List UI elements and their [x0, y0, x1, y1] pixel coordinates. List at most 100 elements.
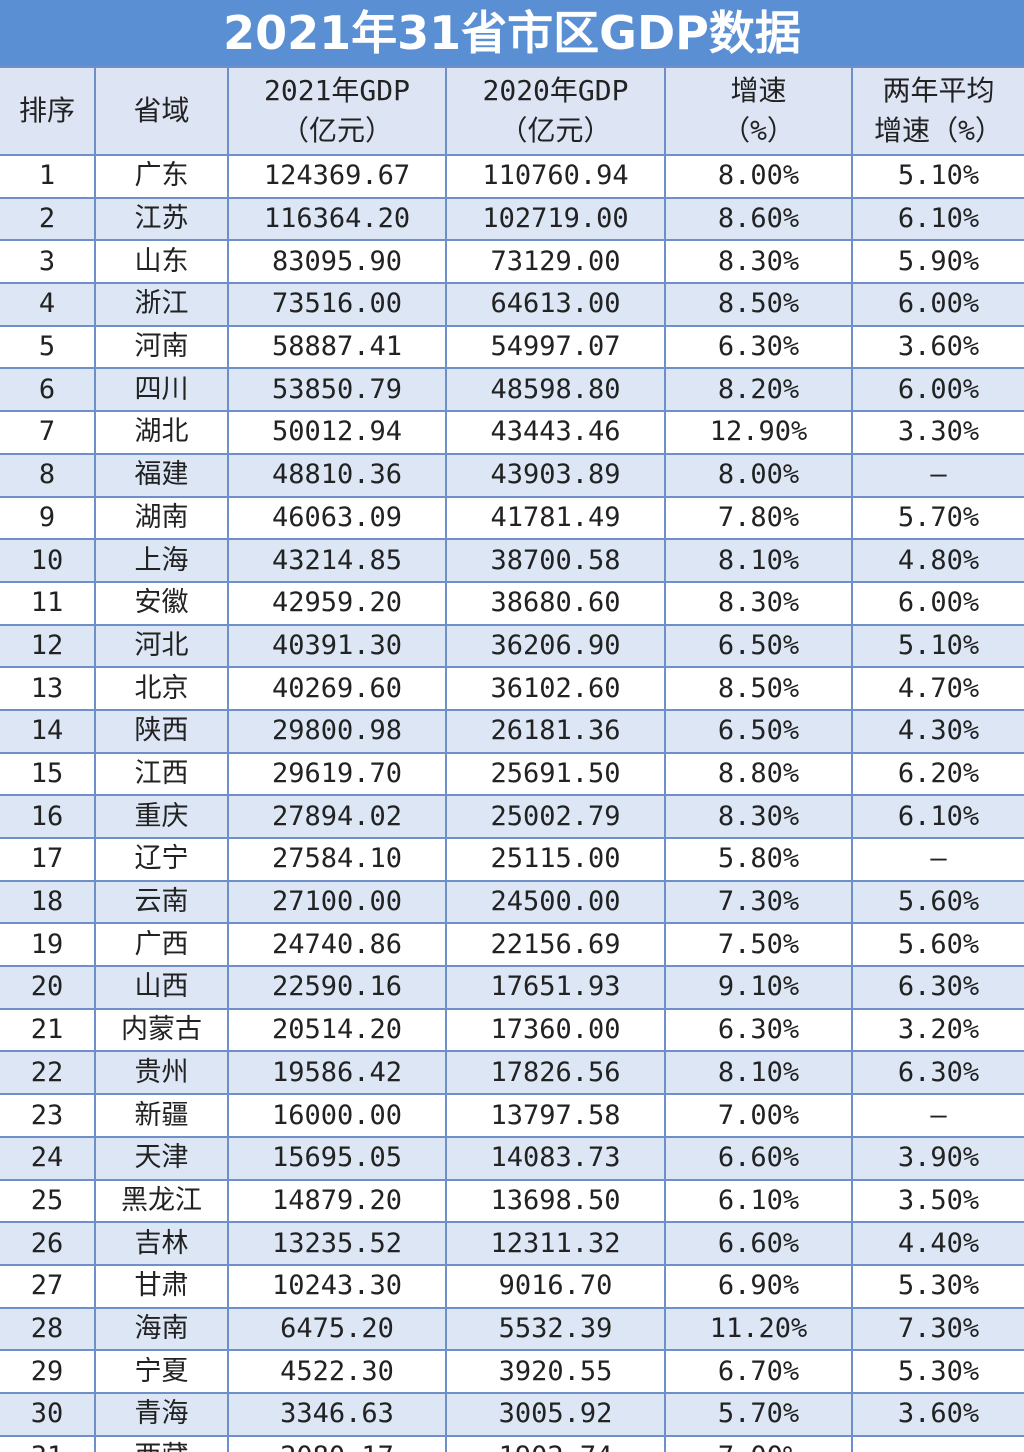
table-cell: 12.90% — [666, 412, 853, 455]
table-cell: 22 — [0, 1052, 96, 1096]
table-cell: 5.80% — [666, 839, 853, 882]
table-cell: 7.30% — [853, 1308, 1024, 1352]
table-cell: 18 — [0, 881, 96, 925]
table-cell: 8.80% — [666, 753, 853, 797]
table-cell: 8.30% — [666, 241, 853, 285]
table-cell: 宁夏 — [96, 1351, 229, 1394]
table-cell: 5.10% — [853, 156, 1024, 199]
table-cell: 四川 — [96, 369, 229, 413]
table-cell: 6.10% — [666, 1180, 853, 1224]
table-cell: 6.60% — [666, 1137, 853, 1181]
table-cell: 11 — [0, 582, 96, 626]
table-cell: 38680.60 — [447, 582, 666, 626]
table-cell: 83095.90 — [229, 241, 447, 285]
table-cell: 9016.70 — [447, 1265, 666, 1309]
table-cell: 50012.94 — [229, 412, 447, 455]
table-cell: 17 — [0, 839, 96, 882]
table-cell: 6.50% — [666, 710, 853, 754]
table-cell: 6.30% — [853, 967, 1024, 1010]
header-cell: 2021年GDP （亿元） — [229, 68, 447, 156]
table-cell: 27584.10 — [229, 839, 447, 882]
table-cell: 广西 — [96, 924, 229, 968]
table-cell: 5532.39 — [447, 1308, 666, 1352]
header-text: 增速 — [730, 74, 787, 107]
table-cell: 8.00% — [666, 156, 853, 199]
table-cell: 2 — [0, 198, 96, 242]
table-cell: 64613.00 — [447, 284, 666, 327]
table-cell: 31 — [0, 1436, 96, 1452]
header-text: （%） — [722, 114, 795, 147]
table-cell: 17651.93 — [447, 967, 666, 1010]
table-cell: 6.30% — [666, 326, 853, 370]
table-cell: 15695.05 — [229, 1137, 447, 1181]
table-cell: 7.80% — [666, 497, 853, 541]
table-cell: 27100.00 — [229, 881, 447, 925]
table-cell: 5.90% — [853, 241, 1024, 285]
table-cell: 6.20% — [853, 754, 1024, 797]
table-cell: 25115.00 — [447, 839, 666, 882]
table-cell: 110760.94 — [447, 156, 666, 199]
table-cell: 3.60% — [853, 327, 1024, 370]
table-cell: 6.30% — [666, 1009, 853, 1053]
table-cell: 8.30% — [666, 582, 853, 626]
table-cell: 46063.09 — [229, 497, 447, 541]
table-cell: 5.70% — [666, 1394, 853, 1437]
table-cell: 北京 — [96, 668, 229, 711]
table-cell: 陕西 — [96, 710, 229, 754]
table-cell: 江苏 — [96, 198, 229, 242]
table-cell: 9.10% — [666, 967, 853, 1010]
header-text: 排序 — [18, 94, 75, 127]
table-cell: 3.20% — [853, 1010, 1024, 1053]
table-cell: 8.10% — [666, 1052, 853, 1096]
table-cell: 山西 — [96, 967, 229, 1010]
table-cell: 7.30% — [666, 881, 853, 925]
header-cell: 增速 （%） — [666, 68, 853, 156]
table-cell: 24740.86 — [229, 924, 447, 968]
table-cell: 福建 — [96, 454, 229, 498]
table-cell: 5.30% — [853, 1266, 1024, 1309]
table-cell: 58887.41 — [229, 326, 447, 370]
header-text: 两年平均 — [882, 74, 995, 107]
title: 2021年31省市区GDP数据 — [0, 0, 1024, 66]
table-cell: 6.50% — [666, 625, 853, 669]
table-cell: 42959.20 — [229, 582, 447, 626]
table-cell: 3.30% — [853, 412, 1024, 455]
table-cell: 12311.32 — [447, 1223, 666, 1266]
table-cell: 浙江 — [96, 284, 229, 327]
table-cell: 22590.16 — [229, 967, 447, 1010]
table-cell: 5.70% — [853, 498, 1024, 541]
table-cell: 20 — [0, 967, 96, 1010]
table-cell: 3920.55 — [447, 1351, 666, 1394]
table-cell: 5 — [0, 326, 96, 370]
table-cell: 48598.80 — [447, 369, 666, 413]
header-text: （亿元） — [280, 114, 393, 147]
table-cell: 4.80% — [853, 540, 1024, 583]
table-cell: 54997.07 — [447, 326, 666, 370]
table-cell: 8.10% — [666, 540, 853, 583]
header-cell: 省域 — [96, 68, 229, 156]
table-cell: 6.90% — [666, 1265, 853, 1309]
table-cell: 6.70% — [666, 1351, 853, 1394]
table-cell: 安徽 — [96, 582, 229, 626]
table-cell: 20514.20 — [229, 1009, 447, 1053]
header-cell: 两年平均 增速（%） — [853, 68, 1024, 156]
table-cell: 9 — [0, 497, 96, 541]
table-cell: 8.60% — [666, 198, 853, 242]
table-cell — [853, 1437, 1024, 1452]
table-cell: 湖南 — [96, 497, 229, 541]
table-cell: 73516.00 — [229, 284, 447, 327]
table-cell: 新疆 — [96, 1095, 229, 1138]
table-cell: 7.00% — [666, 1436, 853, 1452]
table-cell: 河北 — [96, 625, 229, 669]
table-cell: 29800.98 — [229, 710, 447, 754]
table-cell: 5.10% — [853, 625, 1024, 669]
table-cell: 14083.73 — [447, 1137, 666, 1181]
table-cell: 21 — [0, 1009, 96, 1053]
table-cell: 29619.70 — [229, 753, 447, 797]
table-cell: 3 — [0, 241, 96, 285]
table-cell: 48810.36 — [229, 454, 447, 498]
table-cell: 25 — [0, 1180, 96, 1224]
table-cell: 43214.85 — [229, 540, 447, 583]
table-cell: 6.00% — [853, 583, 1024, 626]
